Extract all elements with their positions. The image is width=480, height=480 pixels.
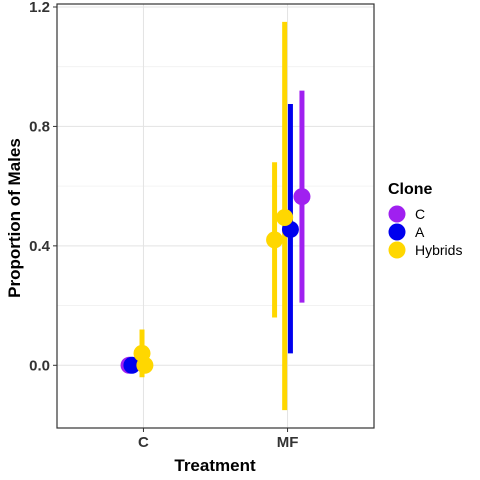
legend: Clone CA Hybrids — [388, 181, 462, 259]
data-point — [293, 188, 311, 206]
y-tick-label: 0.8 — [29, 118, 50, 135]
legend-label: C — [415, 206, 425, 222]
legend-label: Hybrids — [415, 242, 462, 258]
x-axis-title: Treatment — [174, 456, 256, 475]
axes: 0.0 0.4 0.8 1.2 C MF — [29, 0, 298, 451]
y-tick-label: 0.4 — [29, 238, 51, 255]
data-point — [136, 356, 154, 374]
legend-key — [388, 223, 406, 241]
y-axis-title: Proportion of Males — [5, 138, 24, 298]
x-tick-label: C — [138, 434, 149, 451]
x-tick-label: MF — [277, 434, 299, 451]
data-point — [276, 208, 294, 226]
data-point — [266, 231, 284, 249]
legend-label: A — [415, 224, 425, 240]
legend-items: CA Hybrids — [388, 205, 462, 259]
plot-panel-border — [56, 3, 375, 429]
legend-title: Clone — [388, 181, 433, 198]
y-tick-label: 1.2 — [29, 0, 50, 16]
y-tick-label: 0.0 — [29, 357, 50, 374]
legend-key — [388, 205, 406, 223]
legend-key — [388, 241, 406, 259]
data-point — [123, 356, 141, 374]
data-points — [120, 188, 311, 374]
